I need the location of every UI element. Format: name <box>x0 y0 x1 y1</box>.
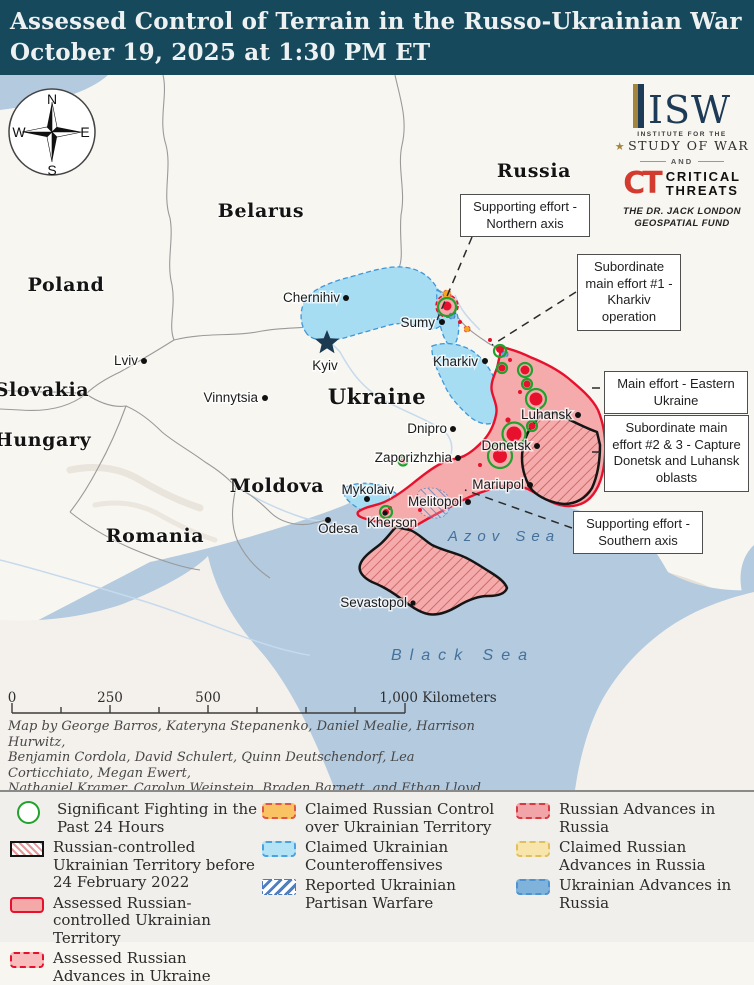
map-title-line2: October 19, 2025 at 1:30 PM ET <box>10 37 742 68</box>
isw-institute-line1: INSTITUTE FOR THE <box>614 131 750 138</box>
country-label-moldova: Moldova <box>230 475 324 497</box>
isw-star-icon: ★ <box>615 140 626 153</box>
significant-fighting-swatch <box>17 801 40 824</box>
compass-rose: N E S W <box>6 86 98 178</box>
city-label-chernihiv: Chernihiv <box>283 290 340 305</box>
country-label-hungary: Hungary <box>0 429 92 451</box>
russian-advances-ukraine-swatch <box>10 952 44 968</box>
legend-item-russian-advances-ukraine: Assessed Russian Advances in Ukraine <box>10 950 262 985</box>
sea-label-black: Black Sea <box>391 647 535 664</box>
critical-threats-logo: CT CRITICAL THREATS <box>614 170 750 198</box>
credits-line1: Map by George Barros, Kateryna Stepanenk… <box>8 719 500 750</box>
city-label-kherson: Kherson <box>367 515 417 530</box>
compass-west-label: W <box>12 124 26 140</box>
country-label-russia: Russia <box>497 160 571 182</box>
claimed-counteroffensives-swatch <box>262 841 296 857</box>
city-label-mykolaiv: Mykolaiv <box>341 482 394 497</box>
legend-item-claimed-russian-control: Claimed Russian Control over Ukrainian T… <box>262 801 516 836</box>
country-label-slovakia: Slovakia <box>0 379 89 401</box>
sea-label-azov: Azov Sea <box>447 528 560 545</box>
city-label-sumy: Sumy <box>400 315 435 330</box>
country-label-ukraine: Ukraine <box>328 384 426 409</box>
city-label-vinnytsia: Vinnytsia <box>203 390 258 405</box>
compass-north-label: N <box>47 91 57 107</box>
map-legend: Significant Fighting in the Past 24 Hour… <box>0 790 754 942</box>
ct-monogram-icon: CT <box>623 170 659 198</box>
isw-terrain-map-page: { "header": { "line1": "Assessed Control… <box>0 0 754 942</box>
legend-item-claimed-russian-advances-russia: Claimed Russian Advances in Russia <box>516 839 751 874</box>
legend-item-claimed-counteroffensives: Claimed Ukrainian Counteroffensives <box>262 839 516 874</box>
claimed-russian-advances-russia-swatch <box>516 841 550 857</box>
city-label-luhansk: Luhansk <box>521 407 572 422</box>
legend-item-assessed-control: Assessed Russian-controlled Ukrainian Te… <box>10 895 262 948</box>
credits-line2: Benjamin Cordola, David Schulert, Quinn … <box>8 750 500 781</box>
legend-item-russian-advances-russia: Russian Advances in Russia <box>516 801 751 836</box>
geospatial-fund-credit: THE DR. JACK LONDON GEOSPATIAL FUND <box>614 206 750 230</box>
city-label-lviv: Lviv <box>114 353 138 368</box>
callout-southern-axis: Supporting effort - Southern axis <box>573 511 703 554</box>
callout-main-effort-eastern-ukraine: Main effort - Eastern Ukraine <box>604 371 748 414</box>
callout-northern-axis: Supporting effort - Northern axis <box>460 194 590 237</box>
legend-column-3: Russian Advances in Russia Claimed Russi… <box>516 801 751 942</box>
city-label-donetsk: Donetsk <box>481 438 531 453</box>
legend-column-1: Significant Fighting in the Past 24 Hour… <box>10 801 262 942</box>
callout-subordinate-effort-2-3: Subordinate main effort #2 & 3 - Capture… <box>604 415 749 492</box>
city-label-odesa: Odesa <box>318 521 358 536</box>
prewar-territory-swatch <box>10 841 44 857</box>
legend-item-ukrainian-advances-russia: Ukrainian Advances in Russia <box>516 877 751 912</box>
city-label-mariupol: Mariupol <box>472 477 524 492</box>
assessed-control-swatch <box>10 897 44 913</box>
scale-1000: 1,000 Kilometers <box>379 690 496 706</box>
legend-item-significant-fighting: Significant Fighting in the Past 24 Hour… <box>10 801 262 836</box>
compass-east-label: E <box>80 124 89 140</box>
partisan-warfare-swatch <box>262 879 296 895</box>
ukrainian-advances-russia-swatch <box>516 879 550 895</box>
russian-advances-russia-swatch <box>516 803 550 819</box>
city-label-zaporizhzhia: Zaporizhzhia <box>375 450 453 465</box>
compass-south-label: S <box>47 162 56 178</box>
city-label-melitopol: Melitopol <box>408 494 462 509</box>
isw-banner-icon <box>633 84 644 128</box>
city-label-kharkiv: Kharkiv <box>433 354 478 369</box>
country-label-belarus: Belarus <box>218 200 304 222</box>
legend-item-prewar-territory: Russian-controlled Ukrainian Territory b… <box>10 839 262 892</box>
scale-0: 0 <box>8 690 17 706</box>
legend-column-2: Claimed Russian Control over Ukrainian T… <box>262 801 516 942</box>
city-label-dnipro: Dnipro <box>407 421 447 436</box>
map-title-banner: Assessed Control of Terrain in the Russo… <box>0 0 754 75</box>
country-label-romania: Romania <box>106 525 204 547</box>
isw-acronym: ISW <box>648 92 731 128</box>
city-label-kyiv: Kyiv <box>312 358 338 373</box>
city-label-sevastopol: Sevastopol <box>340 595 407 610</box>
isw-logo: ISW <box>614 84 750 128</box>
country-label-poland: Poland <box>28 274 105 296</box>
scale-500: 500 <box>195 690 221 706</box>
legend-item-partisan-warfare: Reported Ukrainian Partisan Warfare <box>262 877 516 912</box>
isw-ct-branding: ISW INSTITUTE FOR THE ★STUDY OF WAR AND … <box>614 84 750 230</box>
map-title-line1: Assessed Control of Terrain in the Russo… <box>10 6 742 37</box>
and-divider: AND <box>614 157 750 166</box>
callout-kharkiv-operation: Subordinate main effort #1 - Kharkiv ope… <box>577 254 681 331</box>
claimed-russian-control-swatch <box>262 803 296 819</box>
scale-250: 250 <box>97 690 123 706</box>
isw-institute-line2: ★STUDY OF WAR <box>614 138 750 153</box>
